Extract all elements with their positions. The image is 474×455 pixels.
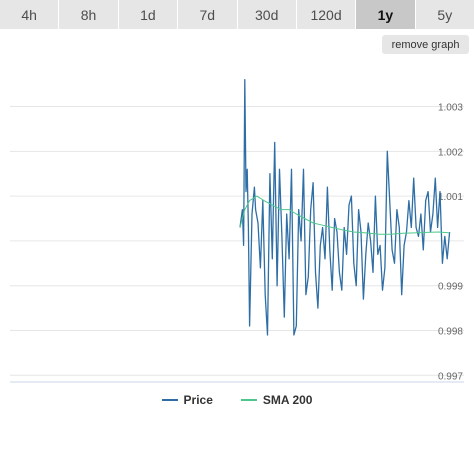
timeframe-tabs: 4h 8h 1d 7d 30d 120d 1y 5y [0, 0, 474, 30]
legend-label-price: Price [183, 393, 213, 407]
chart-legend: Price SMA 200 [0, 393, 474, 407]
y-tick-label: 1.003 [438, 103, 463, 114]
tab-7d[interactable]: 7d [178, 0, 237, 29]
y-tick-label: 0.997 [438, 371, 463, 382]
y-tick-label: 0.999 [438, 282, 463, 293]
tab-30d[interactable]: 30d [237, 0, 296, 29]
sma-200-series-line [239, 195, 450, 235]
legend-swatch-price [161, 399, 178, 401]
y-tick-label: 0.998 [438, 326, 463, 337]
tab-1d[interactable]: 1d [118, 0, 178, 29]
legend-label-sma: SMA 200 [262, 393, 313, 407]
tab-5y[interactable]: 5y [415, 0, 474, 29]
y-tick-label: 1.002 [438, 147, 463, 158]
tab-4h[interactable]: 4h [0, 0, 59, 29]
y-tick-label: 1.001 [438, 192, 463, 203]
legend-item-sma[interactable]: SMA 200 [240, 393, 313, 407]
tab-1y[interactable]: 1y [356, 0, 415, 29]
legend-swatch-sma [240, 399, 257, 401]
price-series-line [239, 79, 451, 336]
tab-120d[interactable]: 120d [296, 0, 356, 29]
remove-graph-button[interactable]: remove graph [382, 35, 469, 54]
tab-8h[interactable]: 8h [59, 0, 118, 29]
legend-item-price[interactable]: Price [161, 393, 213, 407]
